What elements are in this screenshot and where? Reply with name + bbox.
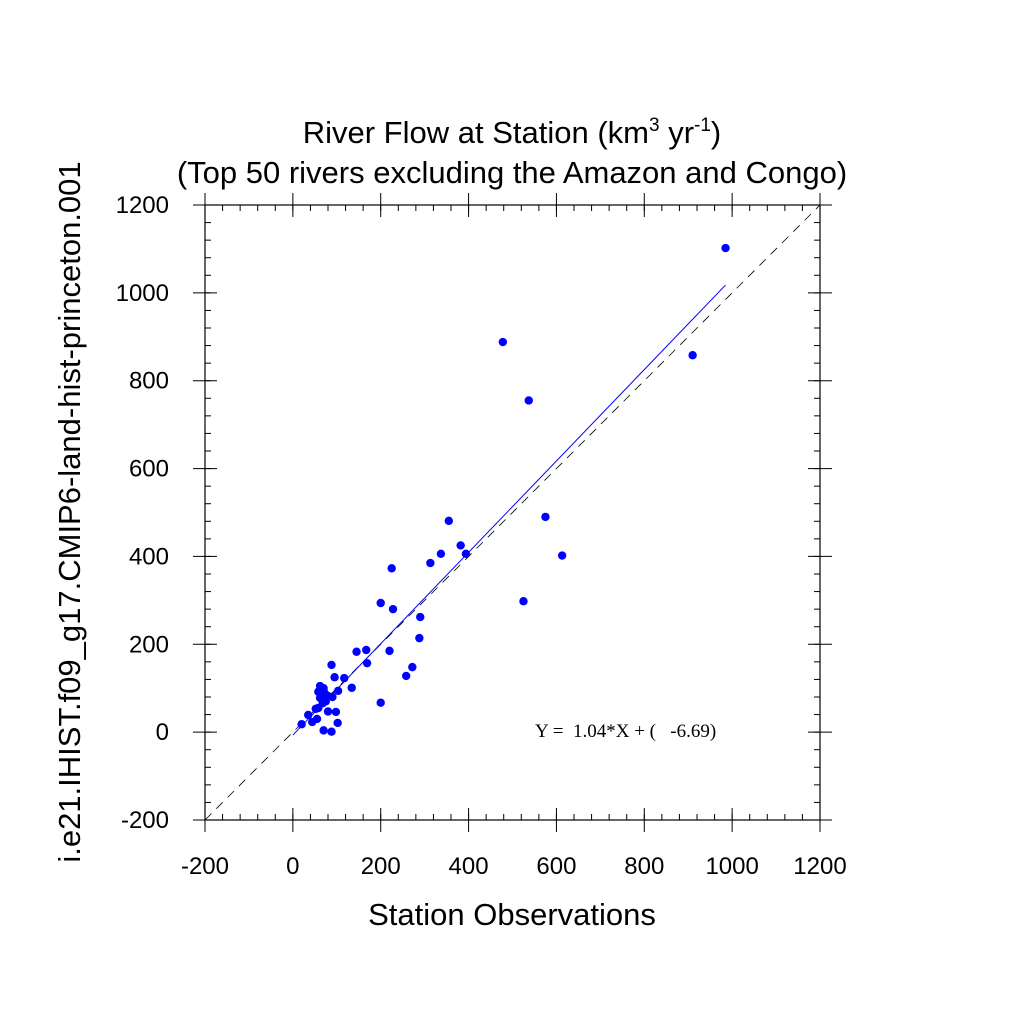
data-point — [352, 647, 361, 656]
y-tick-label: 1200 — [116, 192, 169, 219]
chart-title: River Flow at Station (km3 yr-1) — [303, 115, 722, 150]
data-point — [333, 718, 342, 728]
regression-equation: Y = 1.04*X + ( -6.69) — [535, 721, 716, 742]
y-axis-label: i.e21.IHIST.f09_g17.CMIP6-land-hist-prin… — [52, 161, 87, 862]
major-ticks — [193, 193, 832, 832]
data-point — [297, 720, 306, 729]
data-point — [307, 717, 317, 727]
y-tick-label: -200 — [121, 807, 169, 834]
data-point — [436, 549, 446, 558]
x-tick-label: 600 — [536, 853, 576, 880]
data-points — [297, 243, 730, 736]
x-tick-labels: -200 0 200 400 600 800 1000 1200 — [181, 853, 847, 880]
data-point — [721, 243, 730, 253]
data-point — [524, 396, 533, 405]
data-point — [376, 698, 385, 707]
x-tick-label: 1200 — [793, 853, 846, 880]
data-point — [362, 645, 371, 655]
x-axis-label: Station Observations — [368, 897, 656, 932]
data-point — [541, 512, 550, 522]
data-point — [401, 671, 411, 681]
y-tick-label: 600 — [129, 456, 169, 483]
y-tick-label: 0 — [156, 719, 169, 746]
data-point — [444, 516, 454, 526]
y-tick-label: 1000 — [116, 280, 169, 307]
data-point — [340, 673, 349, 683]
chart-subtitle: (Top 50 rivers excluding the Amazon and … — [177, 155, 847, 190]
data-point — [327, 660, 336, 670]
data-point — [385, 646, 394, 656]
x-tick-label: 0 — [286, 853, 299, 880]
data-point — [456, 541, 465, 550]
y-tick-label: 800 — [129, 368, 169, 395]
regression-line — [292, 284, 726, 736]
data-point — [330, 673, 339, 682]
data-point — [333, 686, 343, 696]
data-point — [498, 337, 508, 347]
data-point — [327, 727, 336, 736]
data-point — [688, 351, 697, 360]
data-point — [304, 710, 313, 720]
x-tick-label: 200 — [361, 853, 401, 880]
data-point — [328, 692, 337, 702]
y-tick-label: 200 — [129, 631, 169, 658]
data-point — [387, 564, 396, 573]
x-tick-label: 400 — [449, 853, 489, 880]
data-point — [362, 658, 372, 668]
y-tick-label: 400 — [129, 543, 169, 570]
y-tick-labels: -200 0 200 400 600 800 1000 1200 — [116, 192, 169, 834]
data-point — [461, 549, 471, 558]
x-tick-label: 800 — [624, 853, 664, 880]
data-point — [408, 662, 417, 672]
data-point — [388, 604, 398, 614]
x-tick-label: -200 — [181, 853, 229, 880]
data-point — [331, 707, 341, 717]
data-point — [376, 598, 385, 608]
data-point — [416, 612, 425, 622]
data-point — [311, 704, 320, 714]
data-point — [319, 726, 328, 735]
data-point — [415, 633, 424, 643]
data-point — [426, 558, 435, 568]
identity-line — [204, 204, 821, 821]
data-point — [557, 551, 567, 560]
x-tick-label: 1000 — [705, 853, 758, 880]
data-point — [519, 597, 528, 606]
plot-frame — [204, 204, 821, 821]
data-point — [347, 683, 356, 692]
data-point — [323, 707, 333, 716]
